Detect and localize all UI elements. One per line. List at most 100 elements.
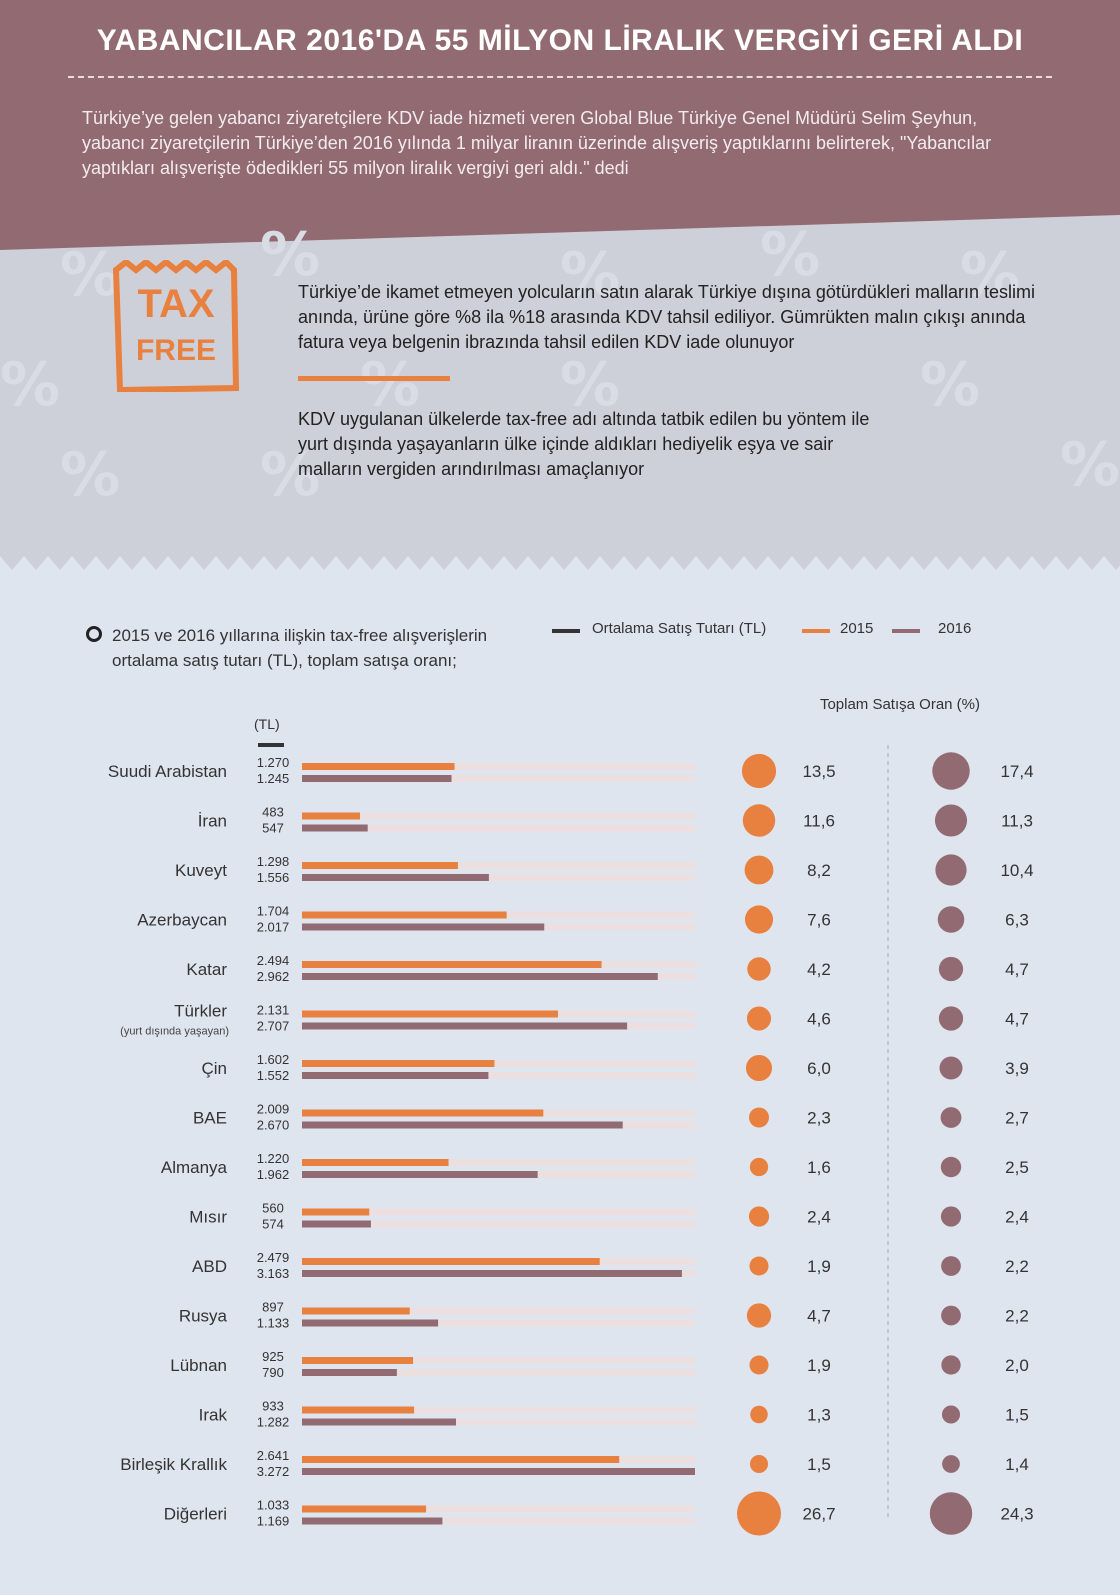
value-label-2016: 1.962	[257, 1167, 290, 1182]
bar-2016	[302, 824, 368, 832]
ratio-label-2015: 7,6	[807, 911, 831, 930]
bar-track-2015	[302, 763, 695, 770]
value-label-2016: 1.552	[257, 1068, 290, 1083]
bar-track-2015	[302, 812, 695, 820]
category-label: Diğerleri	[164, 1505, 227, 1524]
info-background: % % % % % % % % % % % %	[0, 215, 1120, 585]
bar-2015	[302, 763, 455, 770]
ratio-bubble-2016	[934, 804, 968, 837]
unit-marker	[258, 743, 284, 747]
percent-pattern-icon: %	[920, 350, 980, 420]
ratio-bubble-2015	[737, 1491, 781, 1536]
bar-track-2015	[302, 1060, 695, 1067]
bullet-circle-icon	[86, 626, 102, 642]
ratio-bubble-2016	[932, 752, 970, 790]
percent-pattern-icon: %	[260, 220, 320, 290]
ratio-bubble-2015	[744, 905, 774, 934]
bar-2016	[302, 1072, 489, 1079]
bar-2015	[302, 1307, 410, 1315]
value-label-2015: 483	[262, 805, 284, 820]
ratio-label-2015: 1,9	[807, 1356, 831, 1375]
ratio-bubble-2015	[745, 1054, 773, 1082]
value-label-2016: 574	[262, 1217, 284, 1232]
value-label-2015: 1.298	[257, 854, 290, 869]
value-label-2015: 2.009	[257, 1102, 290, 1117]
bar-track-2016	[302, 1072, 695, 1079]
bar-2015	[302, 1505, 427, 1513]
category-label: İran	[198, 812, 227, 831]
bar-2016	[302, 1022, 628, 1030]
unit-label: (TL)	[254, 716, 280, 732]
ratio-label-2016: 2,2	[1005, 1307, 1029, 1326]
bar-2016	[302, 1319, 439, 1327]
category-label: Rusya	[179, 1307, 228, 1326]
ratio-bubble-2015	[749, 1107, 769, 1128]
category-label: Suudi Arabistan	[108, 762, 227, 781]
ratio-bubble-2016	[942, 1455, 960, 1473]
bar-2016	[302, 1468, 695, 1475]
value-label-2015: 1.602	[257, 1052, 290, 1067]
ratio-bubble-2015	[746, 1006, 772, 1031]
chart-title: 2015 ve 2016 yıllarına ilişkin tax-free …	[112, 626, 488, 670]
ratio-label-2015: 11,6	[803, 812, 835, 831]
bar-track-2015	[302, 1357, 695, 1364]
bar-2015	[302, 862, 458, 869]
ratio-bubble-2015	[749, 1157, 769, 1177]
title-divider	[68, 76, 1052, 78]
bar-2016	[302, 923, 545, 931]
category-note: (yurt dışında yaşayan)	[120, 1026, 229, 1038]
bar-track-2015	[302, 862, 695, 869]
value-label-2016: 1.245	[257, 771, 290, 786]
bar-2015	[302, 1109, 544, 1117]
ratio-bubble-2015	[747, 957, 771, 981]
ratio-bubble-2016	[940, 1156, 962, 1178]
ratio-label-2015: 4,7	[807, 1307, 831, 1326]
value-label-2015: 2.131	[257, 1003, 290, 1018]
category-label: BAE	[193, 1109, 227, 1128]
intro-text: Türkiye’ye gelen yabancı ziyaretçilere K…	[82, 108, 992, 178]
zigzag-edge	[0, 556, 1120, 585]
value-label-2015: 2.494	[257, 953, 290, 968]
value-label-2016: 3.163	[257, 1266, 290, 1281]
bar-track-2016	[302, 824, 695, 832]
bar-2015	[302, 1010, 558, 1018]
legend-swatch-2016	[892, 629, 920, 633]
bar-2016	[302, 973, 658, 980]
value-label-2015: 1.033	[257, 1498, 290, 1513]
bar-track-2015	[302, 1307, 695, 1315]
ratio-bubble-2016	[940, 1107, 962, 1128]
percent-pattern-icon: %	[60, 440, 120, 510]
ratio-bubble-2015	[746, 1303, 772, 1328]
ratio-label-2016: 17,4	[1000, 762, 1033, 781]
percent-pattern-icon: %	[560, 350, 620, 420]
ratio-bubble-2015	[742, 804, 776, 837]
value-label-2015: 1.704	[257, 904, 290, 919]
free-label: FREE	[135, 334, 216, 367]
percent-pattern-icon: %	[360, 350, 420, 420]
ratio-label-2016: 2,7	[1005, 1109, 1029, 1128]
bar-2015	[302, 911, 507, 919]
ratio-bubble-2016	[941, 1305, 961, 1326]
bar-track-2015	[302, 1208, 695, 1216]
ratio-bubble-2016	[940, 1206, 962, 1227]
bar-track-2016	[302, 1220, 695, 1228]
category-label: Türkler	[174, 1002, 227, 1021]
ratio-label-2015: 1,3	[807, 1406, 831, 1425]
value-label-2015: 933	[262, 1399, 284, 1414]
bar-track-2015	[302, 1159, 695, 1166]
tax-label: TAX	[137, 282, 215, 326]
ratio-bubble-2016	[941, 1256, 961, 1276]
value-label-2015: 1.220	[257, 1151, 290, 1166]
bar-track-2015	[302, 1505, 695, 1513]
info-paragraph-1: Türkiye’de ikamet etmeyen yolcuların sat…	[298, 282, 1035, 352]
ratio-bubble-2016	[938, 1006, 964, 1031]
ratio-label-2015: 1,9	[807, 1257, 831, 1276]
value-label-2016: 790	[262, 1365, 284, 1380]
category-label: Irak	[199, 1406, 228, 1425]
bar-2016	[302, 775, 452, 782]
category-label: Almanya	[161, 1158, 228, 1177]
percent-pattern-icon: %	[960, 240, 1020, 310]
bar-2016	[302, 1121, 623, 1129]
bar-2015	[302, 1258, 600, 1265]
bar-2016	[302, 1369, 397, 1376]
